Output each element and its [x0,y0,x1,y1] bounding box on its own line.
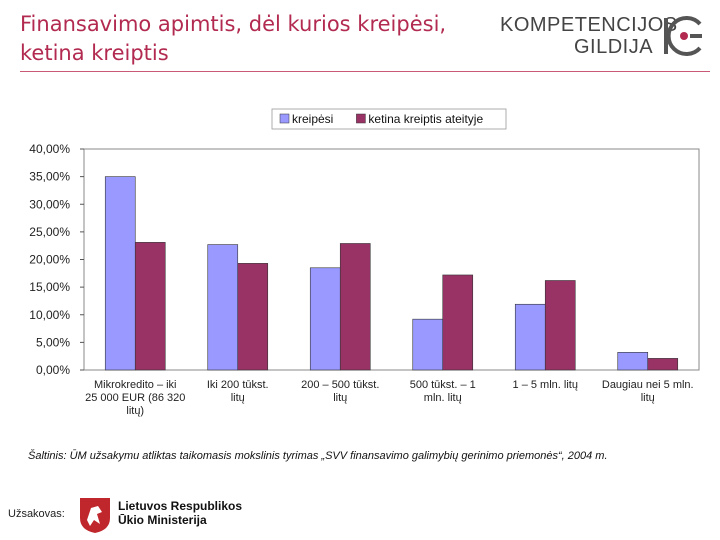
bar-ketina-kreiptis [237,263,269,371]
y-tick-label: 20,00% [29,253,70,267]
bar-ketina-kreiptis [544,280,576,371]
bar-chart: kreipėsi ketina kreiptis ateityje 0,00% 5,… [29,108,700,417]
y-tick-label: 10,00% [29,308,70,322]
bar-kreipesi [207,244,239,371]
source-note: Šaltinis: ŪM užsakymu atliktas taikomasi… [28,450,608,462]
bar-kreipesi [412,318,444,371]
x-category-label: 1 – 5 mln. litų [513,379,578,391]
ministry-name: Lietuvos Respublikos Ūkio Ministerija [118,499,242,527]
bar-ketina-kreiptis [134,242,166,371]
bar-kreipesi [309,267,341,371]
y-tick-label: 5,00% [36,335,70,349]
kompetencijos-gildija-logo-icon [664,16,702,56]
y-tick-label: 40,00% [29,142,70,156]
company-logo: KOMPETENCIJOS GILDIJA [500,8,705,64]
logo-text-line2: GILDIJA [574,36,654,58]
client-label: Užsakovas: [8,508,65,520]
legend-swatch [279,113,290,124]
x-category-label: 500 tūkst. – 1 mln. litų [410,379,476,404]
chart-bars [104,176,679,371]
x-category-label: 200 – 500 tūkst. litų [301,379,379,404]
bar-kreipesi [104,176,136,371]
x-category-label: Iki 200 tūkst. litų [207,379,269,404]
title-divider [20,71,710,72]
bar-ketina-kreiptis [339,243,371,371]
chart-legend: kreipėsi ketina kreiptis ateityje [271,108,507,130]
plot-area [83,148,700,371]
legend-swatch [356,113,366,124]
bar-kreipesi [617,352,649,371]
ministry-name-line1: Lietuvos Respublikos [118,499,243,513]
legend-box [271,108,507,130]
x-category-label: Mikrokredito – iki 25 000 EUR (86 320 litų… [85,379,185,417]
bar-ketina-kreiptis [442,274,474,371]
y-tick-label: 30,00% [29,197,70,211]
ministry-name-line2: Ūkio Ministerija [118,513,207,527]
bar-kreipesi [514,303,546,371]
y-tick-label: 0,00% [36,363,70,377]
y-tick-label: 25,00% [29,225,70,239]
y-tick-label: 15,00% [29,280,70,294]
bar-ketina-kreiptis [647,358,679,371]
y-tick-label: 35,00% [29,170,70,184]
legend-label: ketina kreiptis ateityje [368,112,483,126]
coat-of-arms-icon [80,498,110,533]
slide-title: Finansavimo apimtis, dėl kurios kreipėsi… [20,10,490,68]
slide-title-line2: ketina kreiptis [20,41,169,65]
legend-label: kreipėsi [292,112,333,126]
logo-text-line1: KOMPETENCIJOS [500,14,678,36]
chart-axes: 0,00% 5,00% 10,00% 15,00% 20,00% 25,00% 30,00%… [29,142,700,377]
slide-title-line1: Finansavimo apimtis, dėl kurios kreipėsi… [20,12,447,36]
chart-category-labels: Mikrokredito – iki 25 000 EUR (86 320 litų… [85,379,694,417]
x-category-label: Daugiau nei 5 mln. litų [602,379,694,404]
